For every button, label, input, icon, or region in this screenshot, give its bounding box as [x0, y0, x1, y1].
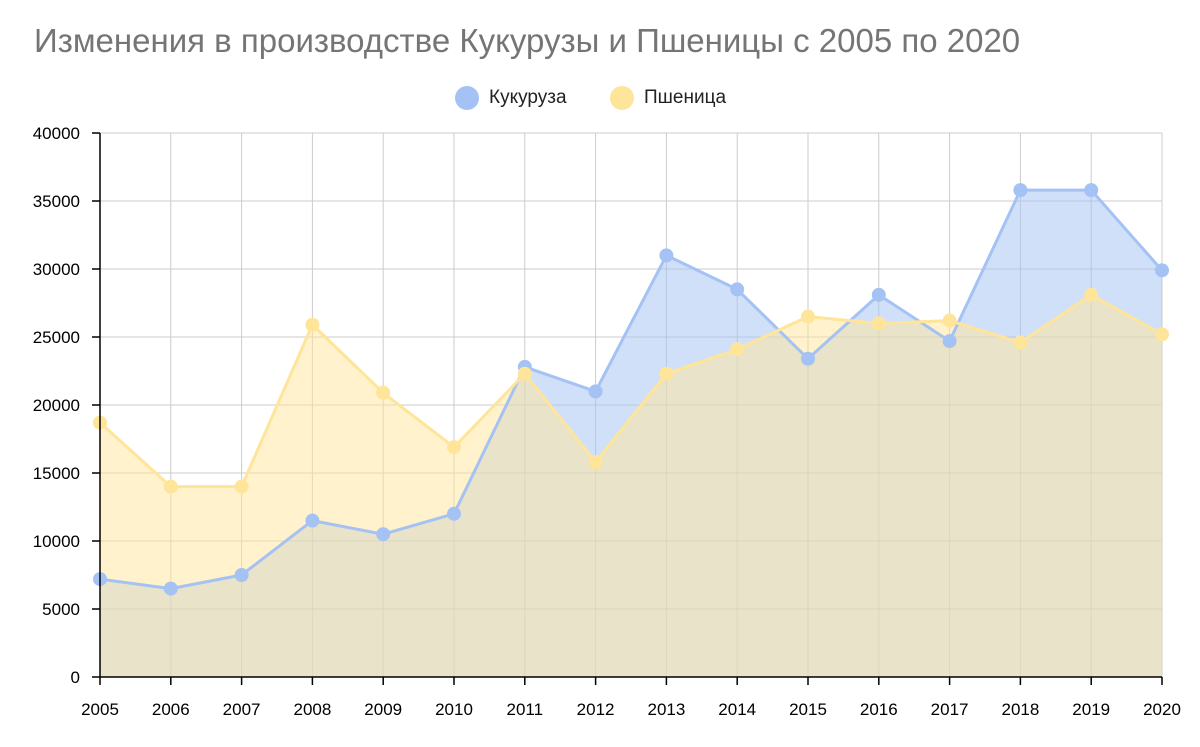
point-series-1-2020 [1155, 327, 1169, 342]
y-tick-label-10000: 10000 [33, 532, 80, 551]
point-series-1-2010 [447, 440, 461, 455]
point-series-1-2008 [305, 317, 320, 332]
line-series-1 [98, 293, 1163, 489]
point-series-0-2016 [871, 287, 886, 302]
legend-swatch-wheat [610, 86, 634, 110]
x-tick-label-2018: 2018 [1001, 700, 1039, 719]
point-series-0-2019 [1084, 183, 1099, 198]
x-tick-label-2016: 2016 [860, 700, 898, 719]
x-tick-label-2020: 2020 [1143, 700, 1181, 719]
y-tick-label-35000: 35000 [33, 192, 80, 211]
point-series-1-2014 [730, 342, 745, 357]
x-tick-label-2009: 2009 [364, 700, 402, 719]
point-series-0-2008 [305, 513, 320, 528]
legend-item-wheat: Пшеница [610, 86, 726, 110]
point-series-1-2015 [801, 309, 815, 324]
chart-title: Изменения в производстве Кукурузы и Пшен… [34, 22, 1021, 59]
point-series-1-2016 [871, 316, 886, 331]
point-series-1-2018 [1013, 335, 1028, 350]
point-series-1-2019 [1084, 287, 1099, 302]
point-series-1-2011 [517, 366, 532, 381]
point-series-0-2007 [234, 568, 249, 582]
point-series-0-2020 [1155, 263, 1169, 278]
line-series-0 [99, 188, 1164, 591]
legend-label-wheat: Пшеница [644, 87, 727, 108]
point-series-0-2012 [588, 384, 603, 399]
y-tick-label-20000: 20000 [33, 396, 80, 415]
legend-label-corn: Кукуруза [489, 87, 567, 108]
x-tick-label-2010: 2010 [435, 700, 473, 719]
chart-legend: Кукуруза Пшеница [0, 86, 1200, 118]
point-series-0-2013 [659, 248, 674, 263]
point-series-1-2017 [942, 313, 957, 328]
x-tick-label-2008: 2008 [293, 700, 331, 719]
point-series-0-2009 [376, 527, 391, 542]
y-tick-label-40000: 40000 [33, 124, 80, 143]
y-tick-label-0: 0 [71, 668, 80, 687]
y-tick-label-30000: 30000 [33, 260, 80, 279]
x-tick-label-2019: 2019 [1072, 700, 1110, 719]
x-tick-label-2007: 2007 [223, 700, 261, 719]
x-tick-label-2012: 2012 [577, 700, 615, 719]
point-series-0-2014 [730, 282, 745, 297]
legend-item-corn: Кукуруза [455, 86, 567, 110]
legend-swatch-corn [455, 86, 479, 110]
point-series-1-2013 [659, 366, 674, 381]
x-tick-label-2014: 2014 [718, 700, 756, 719]
point-series-1-2009 [376, 385, 391, 400]
y-tick-label-5000: 5000 [42, 600, 80, 619]
x-tick-label-2017: 2017 [931, 700, 969, 719]
x-tick-label-2013: 2013 [647, 700, 685, 719]
x-tick-label-2006: 2006 [152, 700, 190, 719]
point-series-0-2006 [163, 581, 178, 596]
point-series-0-2010 [447, 506, 461, 521]
point-series-1-2007 [234, 479, 249, 494]
point-series-0-2015 [801, 351, 815, 366]
point-series-1-2006 [163, 479, 178, 494]
point-series-0-2017 [942, 334, 957, 349]
y-tick-label-15000: 15000 [33, 464, 80, 483]
x-tick-label-2015: 2015 [789, 700, 827, 719]
x-tick-label-2005: 2005 [81, 700, 119, 719]
point-series-0-2018 [1013, 183, 1028, 198]
point-series-1-2012 [588, 455, 603, 470]
area-series-1 [100, 294, 1162, 677]
x-tick-label-2011: 2011 [507, 700, 544, 719]
y-tick-label-25000: 25000 [33, 328, 80, 347]
